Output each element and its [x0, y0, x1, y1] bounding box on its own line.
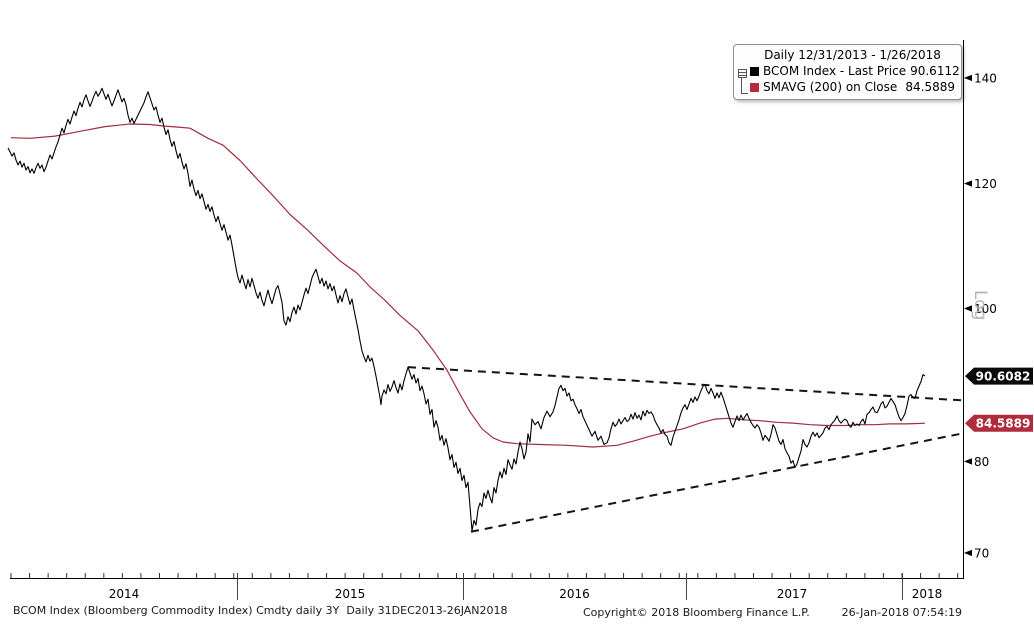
- year-label: 2018: [912, 587, 943, 601]
- footer-copyright: Copyright© 2018 Bloomberg Finance L.P.: [583, 606, 810, 619]
- chart-legend: Daily 12/31/2013 - 1/26/2018 BCOM Index …: [733, 44, 962, 100]
- y-tick-arrow-icon: [964, 74, 972, 82]
- y-tick-label: 80: [974, 455, 989, 469]
- y-tick-arrow-icon: [964, 549, 972, 557]
- y-tick-label: 100: [974, 302, 997, 316]
- legend-row-bcom[interactable]: BCOM Index - Last Price 90.6112: [750, 63, 960, 79]
- legend-value: 90.6112: [910, 64, 960, 78]
- legend-row-smavg[interactable]: SMAVG (200) on Close 84.5889: [750, 79, 955, 95]
- tree-node-icon[interactable]: [738, 69, 747, 78]
- tree-connector: [738, 67, 748, 97]
- trendline-lower-ascending-support: [470, 432, 964, 533]
- y-tick-label: 140: [974, 71, 997, 85]
- price-line: [7, 87, 926, 532]
- smavg-line: [10, 123, 926, 448]
- log-scale-label: Log: [970, 290, 990, 321]
- smavg-tag: [965, 414, 1033, 432]
- year-label: 2017: [777, 587, 808, 601]
- y-tick-label: 120: [974, 177, 997, 191]
- y-tick-arrow-icon: [964, 458, 972, 465]
- legend-value: 84.5889: [905, 80, 955, 94]
- last-price-tag-text: 90.6082: [976, 370, 1031, 384]
- legend-label: SMAVG (200) on Close: [763, 80, 898, 94]
- last-price-tag: [965, 367, 1033, 385]
- bcom-series-swatch-icon: [750, 66, 759, 76]
- footer-security-description: BCOM Index (Bloomberg Commodity Index) C…: [13, 604, 508, 617]
- tree-branch-icon: [741, 78, 748, 94]
- trendline-upper-descending-resistance: [407, 366, 964, 402]
- y-tick-label: 70: [974, 546, 989, 560]
- y-tick-arrow-icon: [964, 180, 972, 187]
- legend-label: BCOM Index - Last Price: [763, 64, 907, 78]
- legend-title: Daily 12/31/2013 - 1/26/2018: [764, 48, 941, 62]
- y-tick-arrow-icon: [964, 305, 972, 312]
- year-label: 2014: [109, 587, 140, 601]
- year-label: 2015: [335, 587, 366, 601]
- smavg-series-swatch-icon: [750, 82, 759, 92]
- smavg-tag-text: 84.5889: [976, 417, 1031, 431]
- year-label: 2016: [559, 587, 590, 601]
- footer-timestamp: 26-Jan-2018 07:54:19: [841, 606, 962, 619]
